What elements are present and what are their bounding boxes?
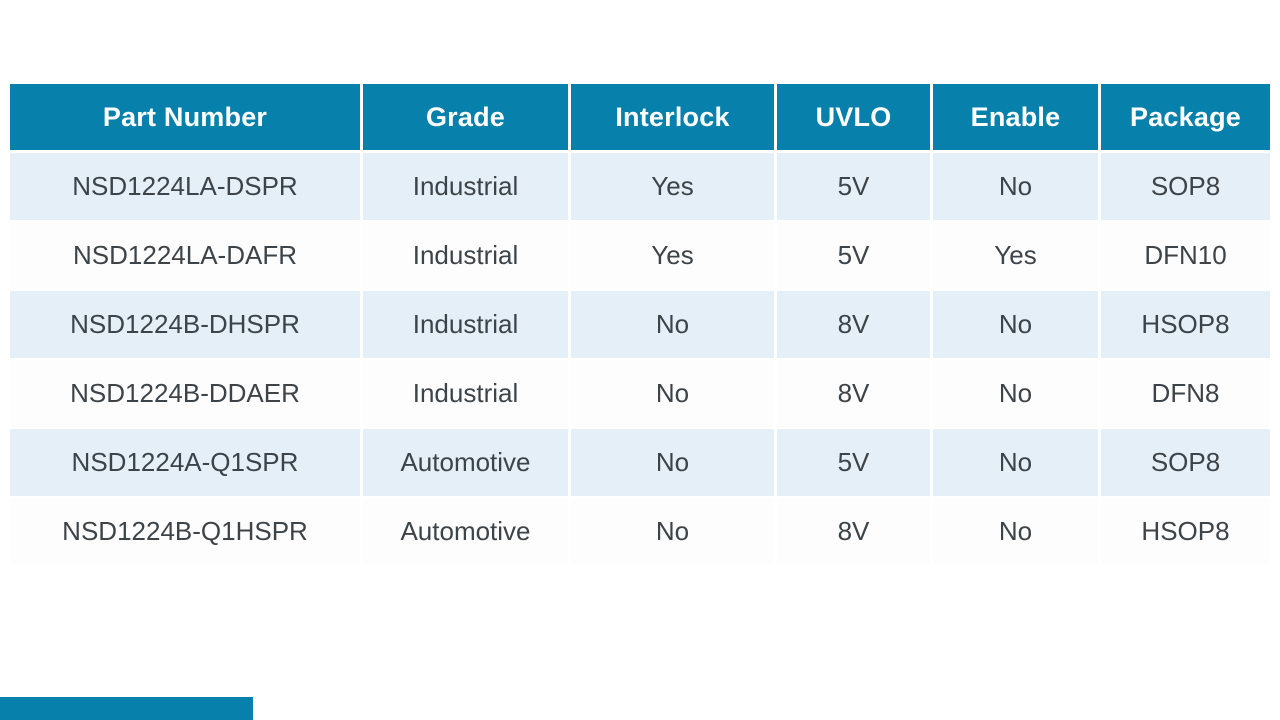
table-cell: NSD1224A-Q1SPR: [10, 429, 360, 496]
table-cell: Industrial: [363, 153, 568, 220]
footer-accent-bar: [0, 697, 253, 720]
table-cell: Yes: [571, 222, 774, 289]
table-cell: HSOP8: [1101, 498, 1270, 565]
parts-selection-table: Part Number Grade Interlock UVLO Enable Packa…: [10, 84, 1270, 567]
table-cell: No: [933, 291, 1098, 358]
table-cell: No: [933, 360, 1098, 427]
table-row: NSD1224B-DDAER Industrial No 8V No DFN8: [10, 360, 1270, 427]
table-cell: Yes: [933, 222, 1098, 289]
table-cell: Industrial: [363, 291, 568, 358]
table-cell: NSD1224LA-DAFR: [10, 222, 360, 289]
column-header-enable: Enable: [933, 84, 1098, 150]
table-cell: Automotive: [363, 498, 568, 565]
table-cell: NSD1224B-DHSPR: [10, 291, 360, 358]
table-cell: 5V: [777, 429, 930, 496]
table-row: NSD1224B-Q1HSPR Automotive No 8V No HSOP8: [10, 498, 1270, 565]
table-cell: Industrial: [363, 222, 568, 289]
table-row: NSD1224LA-DSPR Industrial Yes 5V No SOP8: [10, 153, 1270, 220]
table-cell: SOP8: [1101, 153, 1270, 220]
column-header-interlock: Interlock: [571, 84, 774, 150]
table-row: NSD1224B-DHSPR Industrial No 8V No HSOP8: [10, 291, 1270, 358]
table-cell: 8V: [777, 498, 930, 565]
table-cell: DFN10: [1101, 222, 1270, 289]
table-cell: Industrial: [363, 360, 568, 427]
column-header-grade: Grade: [363, 84, 568, 150]
table-cell: NSD1224B-DDAER: [10, 360, 360, 427]
table-cell: NSD1224B-Q1HSPR: [10, 498, 360, 565]
table-cell: Automotive: [363, 429, 568, 496]
table-row: NSD1224A-Q1SPR Automotive No 5V No SOP8: [10, 429, 1270, 496]
table-cell: No: [933, 429, 1098, 496]
table-cell: DFN8: [1101, 360, 1270, 427]
column-header-package: Package: [1101, 84, 1270, 150]
table-header-row: Part Number Grade Interlock UVLO Enable Packa…: [10, 84, 1270, 150]
table-cell: 8V: [777, 291, 930, 358]
table-cell: No: [933, 153, 1098, 220]
table-cell: No: [571, 429, 774, 496]
table-cell: Yes: [571, 153, 774, 220]
table-cell: 8V: [777, 360, 930, 427]
table-cell: No: [933, 498, 1098, 565]
table-cell: 5V: [777, 153, 930, 220]
table-cell: No: [571, 360, 774, 427]
table-row: NSD1224LA-DAFR Industrial Yes 5V Yes DFN10: [10, 222, 1270, 289]
table-cell: HSOP8: [1101, 291, 1270, 358]
column-header-part-number: Part Number: [10, 84, 360, 150]
table-body: NSD1224LA-DSPR Industrial Yes 5V No SOP8 NSD12…: [10, 153, 1270, 565]
table-cell: No: [571, 498, 774, 565]
table-cell: SOP8: [1101, 429, 1270, 496]
table-cell: 5V: [777, 222, 930, 289]
column-header-uvlo: UVLO: [777, 84, 930, 150]
table-cell: No: [571, 291, 774, 358]
table-cell: NSD1224LA-DSPR: [10, 153, 360, 220]
